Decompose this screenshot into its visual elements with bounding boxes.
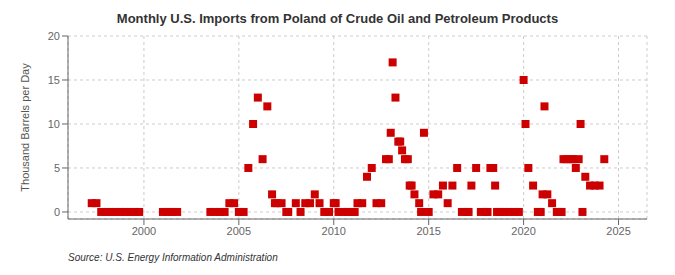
html-text:Source: U.S. Energy Informatio: Source: U.S. Energy Information Administ… [68,252,278,263]
svg-text:2025: 2025 [606,225,630,237]
svg-text:2010: 2010 [322,225,346,237]
html-text:Monthly U.S. Imports from Pola: Monthly U.S. Imports from Poland of Crud… [116,11,559,26]
svg-text:0: 0 [54,206,60,218]
svg-text:2005: 2005 [227,225,251,237]
svg-text:2000: 2000 [132,225,156,237]
svg-text:20: 20 [48,30,60,42]
svg-text:Thousand Barrels per Day: Thousand Barrels per Day [19,63,31,192]
svg-text:2020: 2020 [511,225,535,237]
svg-text:15: 15 [48,74,60,86]
svg-text:10: 10 [48,118,60,130]
svg-text:2015: 2015 [416,225,440,237]
svg-text:5: 5 [54,162,60,174]
